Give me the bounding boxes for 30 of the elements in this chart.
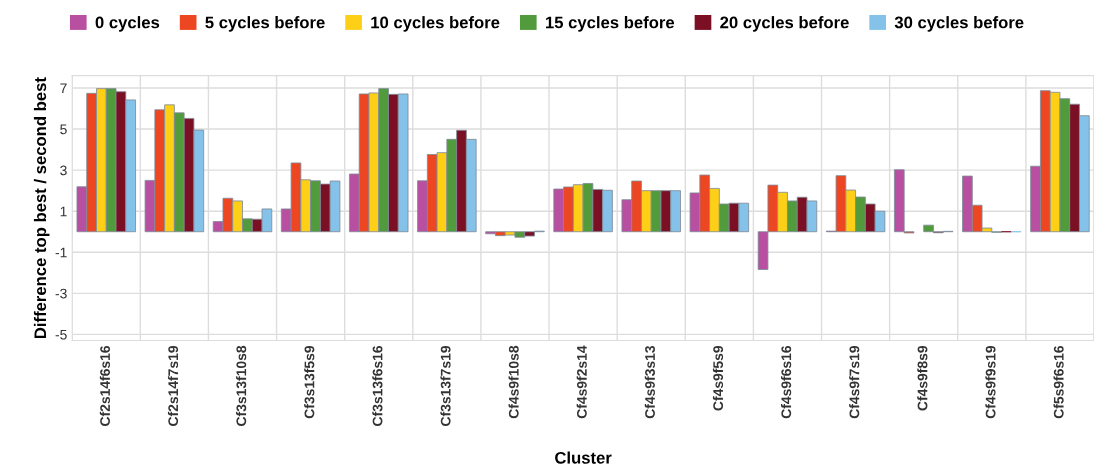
- legend-label: 15 cycles before: [546, 16, 675, 32]
- x-tick-label: Cf4s9f5s9: [712, 345, 724, 411]
- x-axis-title: Cluster: [555, 451, 612, 464]
- x-tick-label: Cf4s9f6s16: [780, 345, 792, 419]
- y-tick-label: -3: [55, 288, 67, 299]
- legend-label: 5 cycles before: [205, 16, 325, 32]
- x-tick-label: Cf4s9f3s13: [644, 345, 655, 419]
- y-tick-label: -5: [55, 329, 67, 340]
- x-tick-label: Cf4s9f10s8: [508, 345, 519, 419]
- x-tick-label: Cf3s13f5s9: [304, 345, 315, 419]
- y-tick-label: 3: [60, 165, 67, 176]
- legend-label: 20 cycles before: [720, 16, 849, 32]
- x-tick-label: Cf5s9f6s16: [1053, 345, 1064, 419]
- y-tick-label: 7: [60, 83, 67, 94]
- legend-label: 30 cycles before: [894, 16, 1024, 32]
- y-tick-label: 1: [60, 206, 67, 217]
- x-tick-label: Cf2s14f7s19: [167, 345, 179, 426]
- legend-label: 10 cycles before: [371, 16, 500, 32]
- x-tick-label: Cf4s9f8s9: [917, 345, 928, 411]
- y-tick-label: -1: [55, 247, 67, 258]
- legend-label: 0 cycles: [95, 16, 160, 32]
- y-tick-label: 5: [60, 124, 67, 135]
- x-tick-label: Cf3s13f7s19: [440, 345, 451, 426]
- x-tick-label: Cf2s14f6s16: [99, 345, 110, 426]
- x-tick-label: Cf4s9f2s14: [576, 345, 587, 419]
- y-axis-title: Difference top best / second best: [33, 77, 50, 339]
- x-tick-label: Cf3s13f6s16: [372, 345, 383, 426]
- x-tick-label: Cf4s9f7s19: [849, 345, 860, 419]
- x-tick-label: Cf4s9f9s19: [985, 345, 996, 419]
- x-tick-label: Cf3s13f10s8: [236, 345, 247, 426]
